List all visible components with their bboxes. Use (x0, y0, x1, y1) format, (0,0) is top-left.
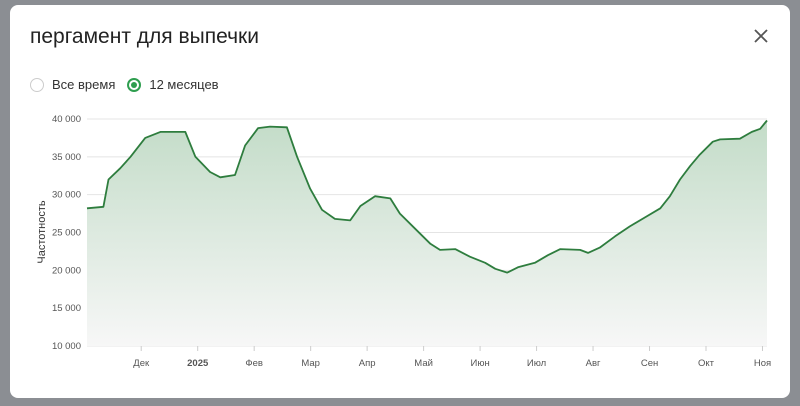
y-tick-label: 25 000 (52, 228, 81, 239)
close-icon[interactable] (750, 25, 772, 47)
x-tick-label: Май (414, 358, 433, 369)
x-tick-label: Окт (698, 358, 715, 369)
radio-circle[interactable] (30, 77, 44, 92)
x-tick-label: Июн (470, 358, 489, 369)
y-tick-label: 20 000 (52, 265, 81, 276)
page-title: пергамент для выпечки (30, 25, 259, 48)
y-tick-label: 10 000 (52, 341, 81, 352)
y-tick-label: 40 000 (52, 114, 81, 125)
x-tick-label: Апр (359, 358, 376, 369)
radio-circle-selected[interactable] (127, 77, 142, 92)
x-tick-label: Фев (245, 358, 263, 369)
series-line (86, 119, 768, 274)
x-tick-label: Июл (527, 358, 546, 369)
x-tick-label: Авг (586, 358, 601, 369)
area-fill (87, 120, 767, 346)
y-tick-label: 35 000 (52, 152, 81, 163)
x-tick-label: Сен (641, 358, 658, 369)
x-tick-label: Мар (301, 358, 320, 369)
x-tick-label: Ноя (754, 358, 771, 369)
y-tick-label: 30 000 (52, 190, 81, 201)
range-selector: Все время 12 месяцев (30, 77, 219, 92)
radio-label: 12 месяцев (149, 77, 219, 92)
radio-12-months[interactable]: 12 месяцев (127, 77, 219, 92)
radio-all-time[interactable]: Все время (30, 77, 115, 92)
y-axis-label: Частотность (36, 200, 48, 264)
x-tick-label: Дек (133, 358, 150, 369)
x-tick-label: 2025 (187, 358, 209, 369)
y-tick-label: 15 000 (52, 303, 81, 314)
radio-label: Все время (52, 77, 116, 92)
